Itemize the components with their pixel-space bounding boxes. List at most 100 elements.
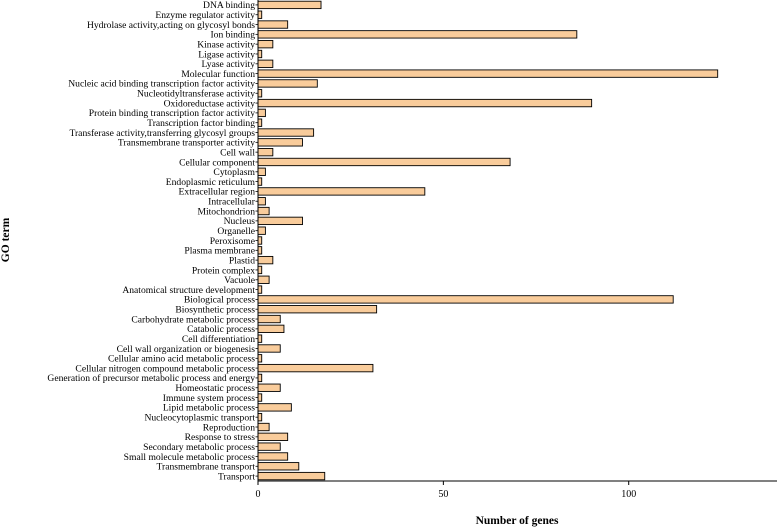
bar-0 xyxy=(257,0,322,10)
category-label-22: Nucleus xyxy=(224,216,256,227)
category-label-14: Transmembrane transporter activity xyxy=(118,138,255,149)
bar-43 xyxy=(257,422,270,432)
category-label-24: Peroxisome xyxy=(210,236,255,247)
category-label-12: Transcription factor binding xyxy=(147,118,255,129)
category-label-11: Protein binding transcription factor act… xyxy=(89,108,255,119)
bar-19 xyxy=(257,187,426,196)
bar-46 xyxy=(257,452,289,461)
category-label-25: Plasma membrane xyxy=(184,246,255,257)
bar-20 xyxy=(257,197,266,206)
bar-36 xyxy=(257,354,263,363)
bar-24 xyxy=(257,236,263,245)
bar-26 xyxy=(257,255,274,265)
bar-45 xyxy=(257,442,281,451)
category-label-45: Secondary metabolic process xyxy=(143,442,255,453)
bar-33 xyxy=(257,324,285,333)
category-label-16: Cellular component xyxy=(179,157,255,168)
bar-13 xyxy=(257,128,315,137)
category-label-32: Carbohydrate metabolic process xyxy=(131,314,255,325)
bar-7 xyxy=(257,69,719,78)
category-label-10: Oxidoreductase activity xyxy=(164,98,256,109)
category-label-23: Organelle xyxy=(217,226,255,237)
bar-9 xyxy=(257,89,263,98)
category-label-37: Cellular nitrogen compound metabolic pro… xyxy=(75,363,255,374)
bar-3 xyxy=(257,30,578,39)
bar-14 xyxy=(257,138,303,147)
bar-39 xyxy=(257,383,281,392)
category-label-29: Anatomical structure development xyxy=(122,285,255,296)
x-axis-title: Number of genes xyxy=(476,515,559,527)
category-label-15: Cell wall xyxy=(220,147,255,158)
category-label-48: Transport xyxy=(218,471,255,482)
bar-28 xyxy=(257,275,270,284)
x-tick-label-2: 100 xyxy=(621,489,636,500)
bar-23 xyxy=(257,226,266,235)
category-label-41: Lipid metabolic process xyxy=(163,403,255,414)
category-label-1: Enzyme regulator activity xyxy=(155,10,255,21)
bar-21 xyxy=(257,206,270,216)
category-label-27: Protein complex xyxy=(192,265,255,276)
bar-5 xyxy=(257,49,263,59)
bar-22 xyxy=(257,216,303,226)
bar-25 xyxy=(257,246,263,255)
category-label-19: Extracellular region xyxy=(179,187,256,198)
category-label-7: Molecular function xyxy=(181,69,255,80)
category-label-30: Biological process xyxy=(184,295,255,306)
bar-38 xyxy=(257,373,263,383)
category-label-2: Hydrolase activity,acting on glycosyl bo… xyxy=(87,20,255,31)
category-label-47: Transmembrane transport xyxy=(157,462,256,473)
bar-2 xyxy=(257,20,289,29)
category-label-18: Endoplasmic reticulum xyxy=(166,177,256,188)
category-label-36: Cellular amino acid metabolic process xyxy=(108,354,255,365)
category-label-40: Immune system process xyxy=(163,393,255,404)
bar-48 xyxy=(257,471,326,481)
category-label-26: Plastid xyxy=(229,255,255,266)
bar-12 xyxy=(257,118,263,127)
bar-42 xyxy=(257,413,263,422)
category-label-38: Generation of precursor metabolic proces… xyxy=(47,373,255,384)
bar-47 xyxy=(257,462,300,471)
bar-41 xyxy=(257,403,292,412)
category-label-6: Lyase activity xyxy=(201,59,255,70)
category-label-33: Catabolic process xyxy=(187,324,255,335)
category-label-13: Transferase activity,transferring glycos… xyxy=(69,128,255,139)
bar-32 xyxy=(257,314,281,324)
category-label-20: Intracellular xyxy=(208,197,256,208)
bar-8 xyxy=(257,79,318,88)
bar-1 xyxy=(257,10,263,19)
category-label-9: Nucleotidyltransferase activity xyxy=(137,89,255,100)
x-ticks-group: 0 50 100 xyxy=(256,481,636,500)
bar-40 xyxy=(257,393,263,402)
category-label-44: Response to stress xyxy=(185,432,256,443)
bar-34 xyxy=(257,334,263,343)
category-label-35: Cell wall organization or biogenesis xyxy=(117,344,256,355)
bar-10 xyxy=(257,98,593,108)
category-label-5: Ligase activity xyxy=(198,49,255,60)
bar-4 xyxy=(257,40,274,49)
bar-16 xyxy=(257,157,511,167)
bar-27 xyxy=(257,265,263,275)
bar-37 xyxy=(257,363,374,373)
category-label-21: Mitochondrion xyxy=(197,206,255,217)
category-label-43: Reproduction xyxy=(203,422,255,433)
bar-29 xyxy=(257,285,263,294)
category-label-39: Homeostatic process xyxy=(175,383,255,394)
category-label-34: Cell differentiation xyxy=(182,334,255,345)
category-label-46: Small molecule metabolic process xyxy=(124,452,256,463)
bar-35 xyxy=(257,344,281,353)
bar-18 xyxy=(257,177,263,186)
x-tick-label-1: 50 xyxy=(438,489,448,500)
bar-44 xyxy=(257,432,289,441)
category-label-28: Vacuole xyxy=(224,275,255,286)
bar-30 xyxy=(257,295,674,304)
bars-group xyxy=(257,0,719,481)
category-label-42: Nucleocytoplasmic transport xyxy=(144,412,255,423)
bar-11 xyxy=(257,108,266,118)
x-tick-label-0: 0 xyxy=(256,489,261,500)
category-label-17: Cytoplasm xyxy=(213,167,255,178)
category-label-0: DNA binding xyxy=(203,0,255,11)
bar-17 xyxy=(257,167,266,176)
category-label-31: Biosynthetic process xyxy=(175,305,255,316)
